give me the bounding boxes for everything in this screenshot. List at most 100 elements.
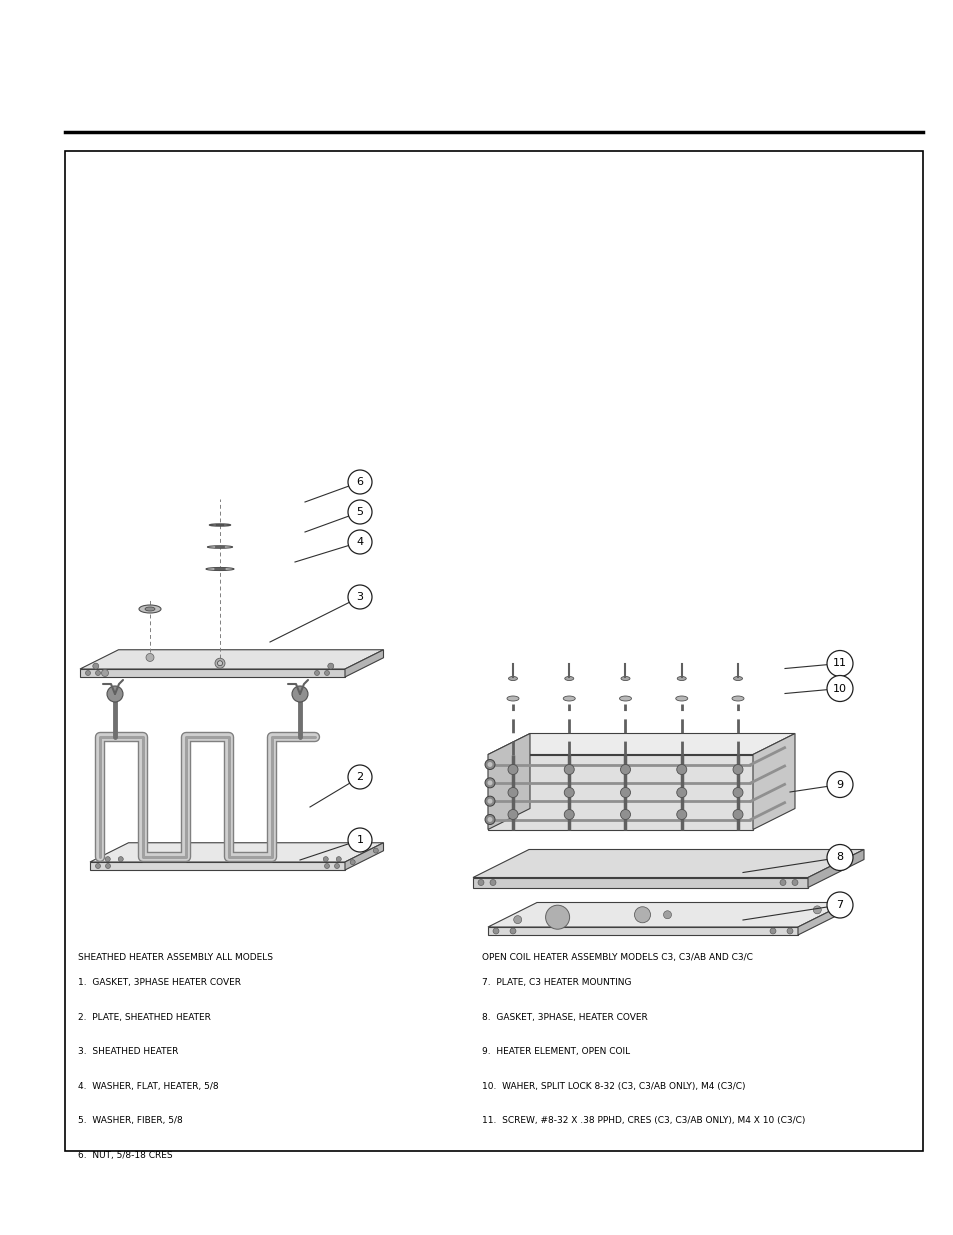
Circle shape [328,663,334,669]
Circle shape [484,760,495,769]
Polygon shape [807,850,863,888]
Text: 6.  NUT, 5/8-18 CRES: 6. NUT, 5/8-18 CRES [78,1151,172,1160]
Circle shape [791,879,797,885]
Circle shape [146,653,153,662]
Circle shape [676,809,686,820]
Circle shape [484,797,495,806]
Ellipse shape [564,677,573,680]
Circle shape [348,585,372,609]
Polygon shape [473,850,863,878]
Circle shape [118,857,123,862]
Text: 3.  SHEATHED HEATER: 3. SHEATHED HEATER [78,1047,178,1056]
Text: 6: 6 [356,477,363,487]
Polygon shape [488,903,846,927]
Ellipse shape [733,677,741,680]
Circle shape [323,857,328,862]
Circle shape [826,651,852,677]
Polygon shape [80,669,345,677]
Text: 5.  WASHER, FIBER, 5/8: 5. WASHER, FIBER, 5/8 [78,1116,183,1125]
Bar [65,151,923,1151]
Text: 9: 9 [836,779,842,789]
Text: 10.  WAHER, SPLIT LOCK 8-32 (C3, C3/AB ONLY), M4 (C3/C): 10. WAHER, SPLIT LOCK 8-32 (C3, C3/AB ON… [481,1082,744,1091]
Circle shape [510,927,516,934]
Circle shape [484,815,495,825]
Text: 11: 11 [832,658,846,668]
Polygon shape [488,734,530,830]
Circle shape [348,500,372,524]
Circle shape [732,764,742,774]
Circle shape [619,788,630,798]
Circle shape [507,809,517,820]
Polygon shape [90,862,345,869]
Circle shape [619,764,630,774]
Text: SHEATHED HEATER ASSEMBLY ALL MODELS: SHEATHED HEATER ASSEMBLY ALL MODELS [78,953,273,962]
Circle shape [487,781,492,785]
Polygon shape [488,927,797,935]
Ellipse shape [206,568,233,571]
Ellipse shape [506,697,518,701]
Circle shape [95,863,100,868]
Text: 4: 4 [356,537,363,547]
Circle shape [732,809,742,820]
Text: 3: 3 [356,592,363,601]
Polygon shape [80,650,383,669]
Circle shape [493,927,498,934]
Text: OPEN COIL HEATER ASSEMBLY MODELS C3, C3/AB AND C3/C: OPEN COIL HEATER ASSEMBLY MODELS C3, C3/… [481,953,752,962]
Ellipse shape [210,524,231,526]
Polygon shape [752,734,794,830]
Ellipse shape [620,677,629,680]
Circle shape [732,788,742,798]
Circle shape [214,658,225,668]
Ellipse shape [207,546,233,548]
Circle shape [563,764,574,774]
Text: 1.  GASKET, 3PHASE HEATER COVER: 1. GASKET, 3PHASE HEATER COVER [78,978,241,987]
Circle shape [513,915,521,924]
Circle shape [490,879,496,885]
Circle shape [324,863,329,868]
Circle shape [780,879,785,885]
Text: 8: 8 [836,852,842,862]
Ellipse shape [562,697,575,701]
Text: 7: 7 [836,900,842,910]
Circle shape [324,671,329,676]
Circle shape [335,857,341,862]
Circle shape [484,778,495,788]
Circle shape [335,863,339,868]
Text: 2: 2 [356,772,363,782]
Circle shape [826,845,852,871]
Circle shape [350,860,355,864]
Circle shape [107,685,123,701]
Polygon shape [488,734,794,755]
Circle shape [348,764,372,789]
Text: 1: 1 [356,835,363,845]
Text: 10: 10 [832,683,846,694]
Text: 9.  HEATER ELEMENT, OPEN COIL: 9. HEATER ELEMENT, OPEN COIL [481,1047,629,1056]
Circle shape [507,764,517,774]
Circle shape [292,685,308,701]
Ellipse shape [145,606,154,611]
Circle shape [477,879,483,885]
Circle shape [86,671,91,676]
Circle shape [348,471,372,494]
Ellipse shape [618,697,631,701]
Ellipse shape [677,677,685,680]
Circle shape [487,818,492,823]
Circle shape [563,788,574,798]
Circle shape [563,809,574,820]
Circle shape [676,788,686,798]
Circle shape [487,762,492,767]
Circle shape [106,863,111,868]
Circle shape [769,927,775,934]
Text: 8.  GASKET, 3PHASE, HEATER COVER: 8. GASKET, 3PHASE, HEATER COVER [481,1013,647,1021]
Circle shape [676,764,686,774]
Polygon shape [90,842,383,862]
Circle shape [826,676,852,701]
Polygon shape [345,650,383,677]
Circle shape [101,669,109,677]
Polygon shape [473,878,807,888]
Text: 7.  PLATE, C3 HEATER MOUNTING: 7. PLATE, C3 HEATER MOUNTING [481,978,631,987]
Ellipse shape [139,605,161,613]
Circle shape [786,927,792,934]
Circle shape [314,671,319,676]
Polygon shape [797,903,846,935]
